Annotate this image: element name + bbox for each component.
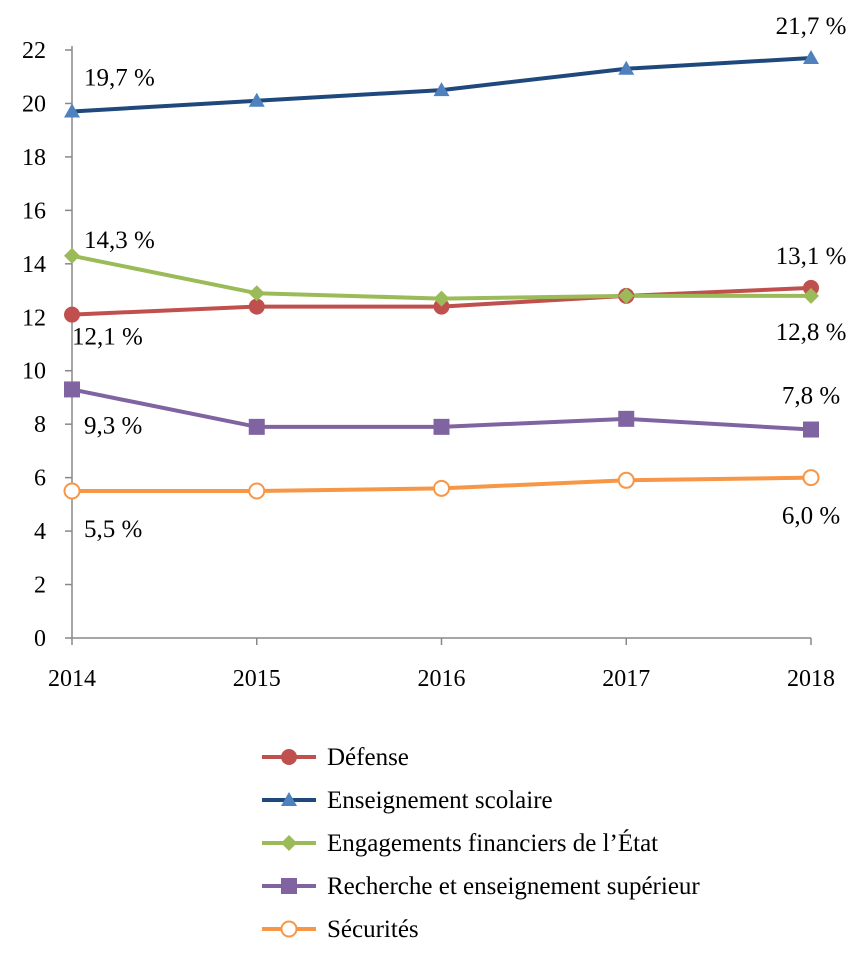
y-tick-label: 8 [34,412,46,438]
point-securites-2016 [433,479,450,497]
point-recherche-et-enseignement-superieur-2018 [803,421,819,438]
point-engagements-financiers-de-l-etat-2016 [433,290,450,307]
legend-marker [281,835,297,851]
point-securites-2014 [63,482,81,500]
data-label-engagements-financiers-de-l-etat-last: 12,8 % [776,319,847,346]
legend-label: Enseignement scolaire [327,787,553,814]
point-enseignement-scolaire-2014 [64,103,80,118]
y-tick-label: 22 [22,38,46,64]
point-enseignement-scolaire-2017 [618,60,635,75]
x-tick-label: 2018 [787,666,835,692]
point-securites-2018 [802,469,820,487]
point-recherche-et-enseignement-superieur-2014 [64,381,80,398]
x-tick-label: 2014 [48,666,96,692]
legend: Défense Enseignement scolaire Engagements … [262,744,700,943]
series-markers [63,50,820,500]
point-engagements-financiers-de-l-etat-2015 [248,285,265,302]
y-tick-label: 20 [22,91,46,117]
legend-label: Engagements financiers de l’État [327,829,658,857]
point-recherche-et-enseignement-superieur-2017 [618,410,635,427]
y-tick-label: 0 [34,626,46,652]
x-tick-label: 2016 [418,666,466,692]
y-tick-label: 14 [22,252,46,278]
point-defense-2015 [248,298,265,315]
legend-marker [281,792,297,806]
legend-item-recherche-et-enseignement-superieur: Recherche et enseignement supérieur [262,873,700,900]
legend-label: Recherche et enseignement supérieur [327,873,700,900]
x-tick-label: 2015 [233,666,281,692]
data-label-enseignement-scolaire-last: 21,7 % [776,13,847,40]
point-defense-2014 [64,306,80,323]
point-engagements-financiers-de-l-etat-2014 [64,247,80,264]
point-engagements-financiers-de-l-etat-2018 [803,287,819,304]
point-defense-2016 [433,298,450,315]
legend-marker [281,749,297,765]
legend-label: Défense [327,744,409,771]
data-labels: 12,1 % 13,1 % 19,7 % 21,7 % 14,3 % 12,8 % 9,3 … [72,13,846,543]
data-label-recherche-et-enseignement-superieur-first: 9,3 % [84,412,142,439]
y-tick-label: 12 [22,305,46,331]
legend-item-enseignement-scolaire: Enseignement scolaire [262,787,553,814]
y-tick-label: 4 [34,519,46,545]
data-label-securites-first: 5,5 % [84,516,142,543]
point-engagements-financiers-de-l-etat-2017 [618,287,635,304]
y-tick-label: 2 [34,573,46,599]
legend-item-securites: Sécurités [262,916,419,943]
point-securites-2017 [617,471,635,489]
y-tick-label: 10 [22,359,46,385]
x-tick-label: 2017 [602,666,650,692]
data-label-recherche-et-enseignement-superieur-last: 7,8 % [782,383,840,410]
point-enseignement-scolaire-2018 [803,50,819,65]
y-tick-label: 6 [34,466,46,492]
data-label-enseignement-scolaire-first: 19,7 % [84,64,155,91]
legend-item-engagements-financiers-de-l-etat: Engagements financiers de l’État [262,829,658,857]
data-label-engagements-financiers-de-l-etat-first: 14,3 % [84,227,155,254]
y-tick-label: 16 [22,198,46,224]
legend-label: Sécurités [327,916,419,943]
data-label-defense-first: 12,1 % [72,324,143,351]
legend-marker [281,878,297,894]
point-securites-2015 [248,482,266,500]
y-tick-label: 18 [22,145,46,171]
legend-item-defense: Défense [262,744,409,771]
legend-marker [280,920,298,938]
data-label-securites-last: 6,0 % [782,503,840,530]
data-label-defense-last: 13,1 % [776,243,847,270]
point-recherche-et-enseignement-superieur-2016 [433,418,450,435]
point-recherche-et-enseignement-superieur-2015 [248,418,265,435]
point-enseignement-scolaire-2015 [248,92,265,107]
point-enseignement-scolaire-2016 [433,82,450,97]
axes: 0 2 4 6 8 10 12 14 16 18 20 22 2014 2015 2016 2017 2018 [22,38,835,692]
point-defense-2018 [803,279,819,296]
